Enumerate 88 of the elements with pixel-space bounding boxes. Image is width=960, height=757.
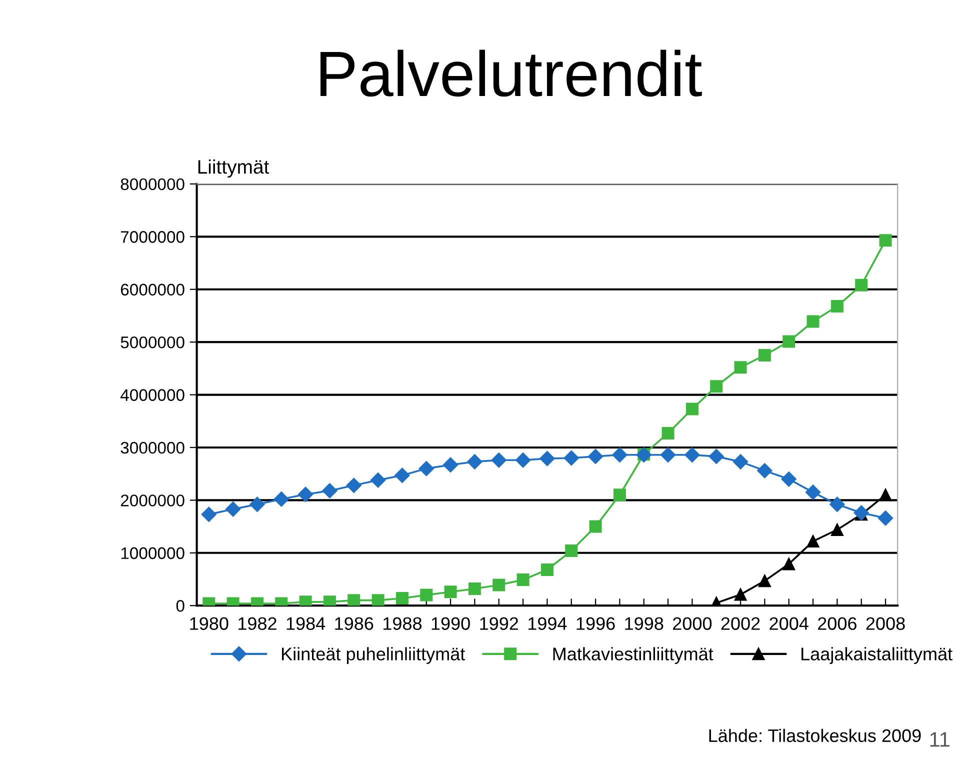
point: [758, 574, 771, 588]
y-tick-label: 4000000: [120, 389, 184, 401]
point: [806, 315, 820, 328]
point: [684, 447, 700, 462]
point: [444, 586, 457, 598]
point: [734, 588, 747, 601]
x-tick-label: 1990: [432, 617, 470, 630]
point: [370, 472, 386, 488]
x-tick-label: 2006: [818, 617, 856, 630]
point: [879, 488, 892, 502]
point: [830, 496, 845, 512]
x-tick-label: 2004: [770, 617, 808, 630]
point: [323, 596, 336, 606]
point: [322, 483, 338, 498]
point: [589, 520, 602, 533]
point: [394, 468, 410, 483]
point: [299, 596, 312, 606]
point: [830, 300, 844, 312]
point: [201, 506, 216, 522]
point: [540, 564, 554, 576]
point: [492, 578, 506, 592]
point: [516, 574, 530, 586]
point: [782, 335, 796, 348]
x-tick-label: 2002: [721, 617, 760, 630]
point: [613, 488, 626, 502]
point: [878, 510, 894, 526]
y-tick-label: 7000000: [120, 231, 184, 243]
point: [274, 492, 289, 507]
x-tick-label: 1984: [286, 617, 326, 630]
point: [782, 558, 796, 570]
y-tick-label: 0: [176, 600, 184, 612]
point: [612, 447, 628, 462]
point: [467, 454, 482, 470]
legend-label: Matkaviestinliittymät: [553, 647, 714, 664]
point: [757, 463, 772, 478]
point: [396, 592, 408, 604]
point: [418, 460, 434, 476]
point: [420, 588, 433, 602]
point: [686, 402, 698, 416]
point: [830, 523, 844, 536]
point: [588, 448, 604, 464]
point: [298, 486, 314, 502]
x-tick-label: 1998: [625, 617, 664, 630]
legend-label: Kiinteät puhelinliittymät: [282, 647, 466, 664]
point: [710, 380, 723, 393]
chart-title: Palvelutrendit: [320, 50, 702, 97]
y-tick-label: 5000000: [120, 336, 184, 348]
point: [468, 582, 481, 595]
legend-label: Laajakaistaliittymät: [802, 647, 952, 664]
point: [732, 454, 748, 470]
x-tick-label: 1992: [480, 617, 518, 630]
point: [855, 278, 868, 292]
x-tick-label: 2000: [673, 617, 712, 630]
point: [250, 496, 265, 512]
point: [781, 472, 796, 487]
point: [225, 502, 241, 517]
point: [540, 450, 555, 466]
point: [758, 348, 771, 362]
point: [565, 544, 578, 558]
y-tick-label: 1000000: [121, 547, 184, 560]
y-tick-label: 2000000: [120, 494, 184, 506]
point: [662, 427, 674, 440]
text: Lähde: Tilastokeskus 2009: [709, 728, 921, 742]
point: [346, 478, 362, 493]
x-tick-label: 1986: [335, 617, 374, 630]
x-tick-label: 1980: [190, 617, 228, 630]
point: [515, 452, 531, 468]
point: [806, 535, 820, 548]
y-tick-label: 3000000: [120, 442, 184, 454]
x-tick-label: 1994: [528, 617, 567, 630]
point: [805, 484, 821, 500]
point: [660, 447, 676, 462]
point: [734, 361, 747, 374]
x-tick-label: 1988: [384, 617, 422, 630]
point: [491, 452, 506, 468]
point: [564, 450, 579, 466]
text: 11: [930, 732, 950, 747]
x-tick-label: 1996: [576, 617, 615, 630]
point: [879, 234, 892, 247]
point: [348, 594, 360, 606]
y-axis-title: Liittymät: [198, 160, 270, 178]
y-tick-label: 8000000: [120, 178, 184, 190]
point: [442, 457, 458, 472]
x-tick-label: 1982: [238, 617, 276, 630]
point: [708, 448, 724, 464]
y-tick-label: 6000000: [120, 284, 184, 296]
x-tick-label: 2008: [866, 617, 905, 630]
point: [372, 594, 384, 606]
